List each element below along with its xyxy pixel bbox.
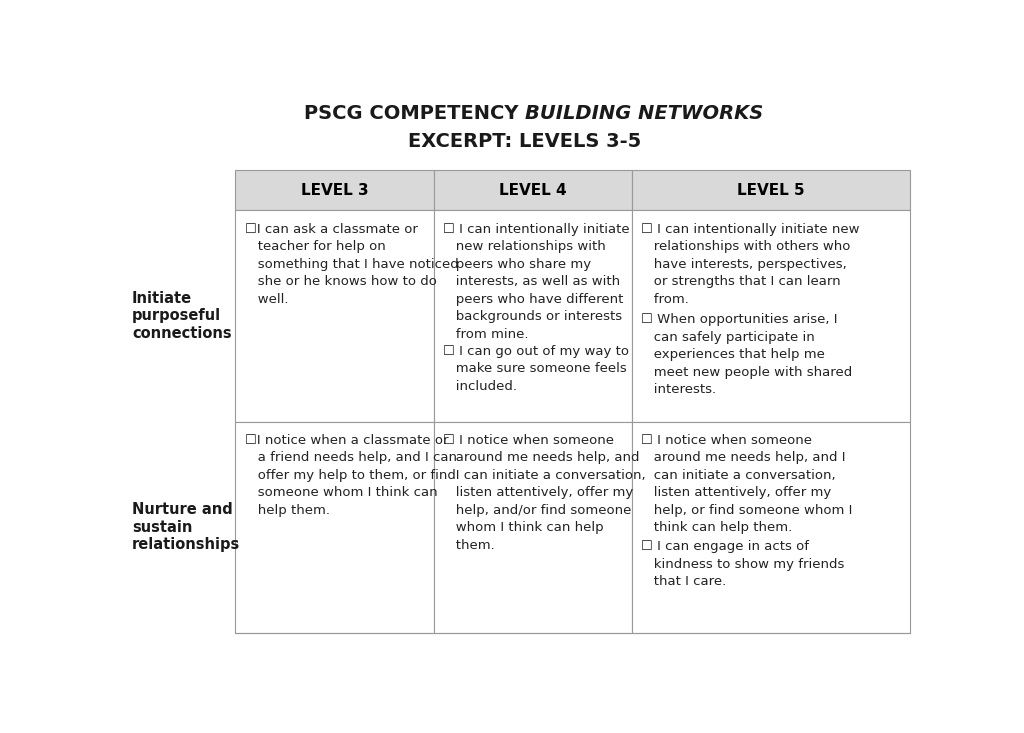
Text: EXCERPT: LEVELS 3-5: EXCERPT: LEVELS 3-5 bbox=[409, 132, 641, 151]
Bar bbox=[433, 210, 632, 421]
Text: ☐ I can engage in acts of
   kindness to show my friends
   that I care.: ☐ I can engage in acts of kindness to sh… bbox=[641, 540, 845, 588]
Text: ☐I notice when a classmate or
   a friend needs help, and I can
   offer my help: ☐I notice when a classmate or a friend n… bbox=[245, 434, 457, 517]
Bar bbox=[632, 421, 909, 633]
Text: LEVEL 3: LEVEL 3 bbox=[300, 183, 369, 198]
Text: ☐ I can intentionally initiate
   new relationships with
   peers who share my
 : ☐ I can intentionally initiate new relat… bbox=[443, 223, 630, 341]
Text: Nurture and
sustain
relationships: Nurture and sustain relationships bbox=[132, 502, 241, 552]
Bar bbox=[632, 210, 909, 421]
Bar bbox=[236, 170, 433, 210]
Text: ☐ I can intentionally initiate new
   relationships with others who
   have inte: ☐ I can intentionally initiate new relat… bbox=[641, 223, 860, 306]
Text: ☐ I notice when someone
   around me needs help, and
   I can initiate a convers: ☐ I notice when someone around me needs … bbox=[443, 434, 646, 552]
Text: ☐ When opportunities arise, I
   can safely participate in
   experiences that h: ☐ When opportunities arise, I can safely… bbox=[641, 313, 853, 396]
Bar bbox=[236, 210, 433, 421]
Text: BUILDING NETWORKS: BUILDING NETWORKS bbox=[524, 104, 763, 123]
Text: PSCG COMPETENCY: PSCG COMPETENCY bbox=[303, 104, 524, 123]
Text: LEVEL 5: LEVEL 5 bbox=[737, 183, 805, 198]
Bar bbox=[433, 170, 632, 210]
Text: ☐I can ask a classmate or
   teacher for help on
   something that I have notice: ☐I can ask a classmate or teacher for he… bbox=[245, 223, 459, 306]
Text: ☐ I can go out of my way to
   make sure someone feels
   included.: ☐ I can go out of my way to make sure so… bbox=[443, 345, 629, 393]
Bar bbox=[632, 170, 909, 210]
Text: LEVEL 4: LEVEL 4 bbox=[499, 183, 566, 198]
Text: Initiate
purposeful
connections: Initiate purposeful connections bbox=[132, 291, 231, 341]
Bar bbox=[433, 421, 632, 633]
Bar bbox=[236, 421, 433, 633]
Text: ☐ I notice when someone
   around me needs help, and I
   can initiate a convers: ☐ I notice when someone around me needs … bbox=[641, 434, 853, 534]
